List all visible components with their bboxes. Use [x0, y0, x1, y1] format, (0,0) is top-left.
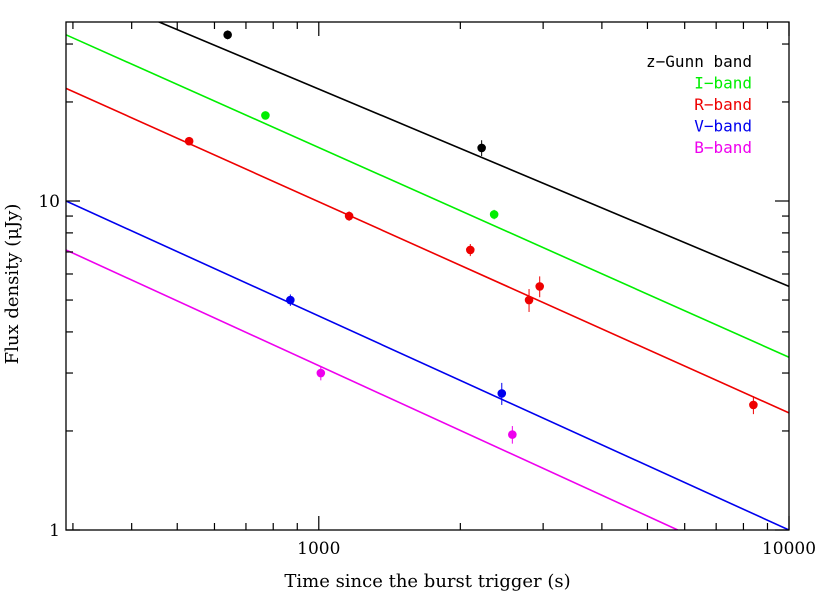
- point-marker: [497, 389, 507, 398]
- legend-entry: R−band: [694, 95, 752, 114]
- x-axis-label: Time since the burst trigger (s): [284, 571, 570, 592]
- data-point: [524, 289, 534, 312]
- point-marker: [184, 136, 194, 146]
- data-point: [223, 30, 232, 40]
- data-points: [184, 30, 758, 444]
- plot-frame: [65, 21, 790, 531]
- point-marker: [223, 30, 232, 40]
- point-marker: [286, 295, 295, 305]
- data-point: [316, 366, 326, 381]
- fit-line: [156, 22, 789, 288]
- data-point: [184, 136, 194, 146]
- data-point: [535, 276, 545, 298]
- data-point: [261, 111, 270, 120]
- point-marker: [477, 143, 486, 153]
- point-marker: [508, 430, 517, 439]
- point-marker: [535, 282, 545, 291]
- data-point: [497, 382, 507, 405]
- point-marker: [749, 400, 758, 410]
- axis-ticks: [66, 22, 790, 531]
- x-tick-label: 10000: [762, 539, 816, 559]
- legend-entry: V−band: [694, 117, 752, 136]
- point-marker: [344, 211, 354, 221]
- point-marker: [465, 245, 475, 255]
- x-tick-label: 1000: [297, 539, 340, 559]
- data-point: [508, 426, 517, 444]
- y-axis-label: Flux density (μJy): [2, 204, 23, 365]
- legend-entry: I−band: [694, 74, 752, 93]
- y-tick-label: 10: [38, 192, 60, 212]
- legend: z−Gunn band I−band R−band V−band B−band: [646, 52, 752, 157]
- y-tick-label: 1: [49, 521, 60, 541]
- legend-entry: z−Gunn band: [646, 52, 752, 71]
- fit-lines: [66, 22, 789, 530]
- data-point: [489, 209, 499, 220]
- fit-line: [66, 200, 789, 530]
- fit-line: [66, 34, 789, 358]
- data-point: [286, 294, 295, 306]
- legend-entry: B−band: [694, 138, 752, 157]
- data-point: [477, 140, 486, 157]
- point-marker: [261, 111, 270, 120]
- data-point: [465, 244, 475, 257]
- data-point: [749, 396, 758, 415]
- point-marker: [489, 210, 499, 219]
- point-marker: [316, 368, 326, 378]
- fit-line: [66, 249, 679, 530]
- tick-labels: 1000 10000 1 10: [38, 192, 816, 559]
- point-marker: [524, 295, 534, 305]
- data-point: [344, 211, 354, 221]
